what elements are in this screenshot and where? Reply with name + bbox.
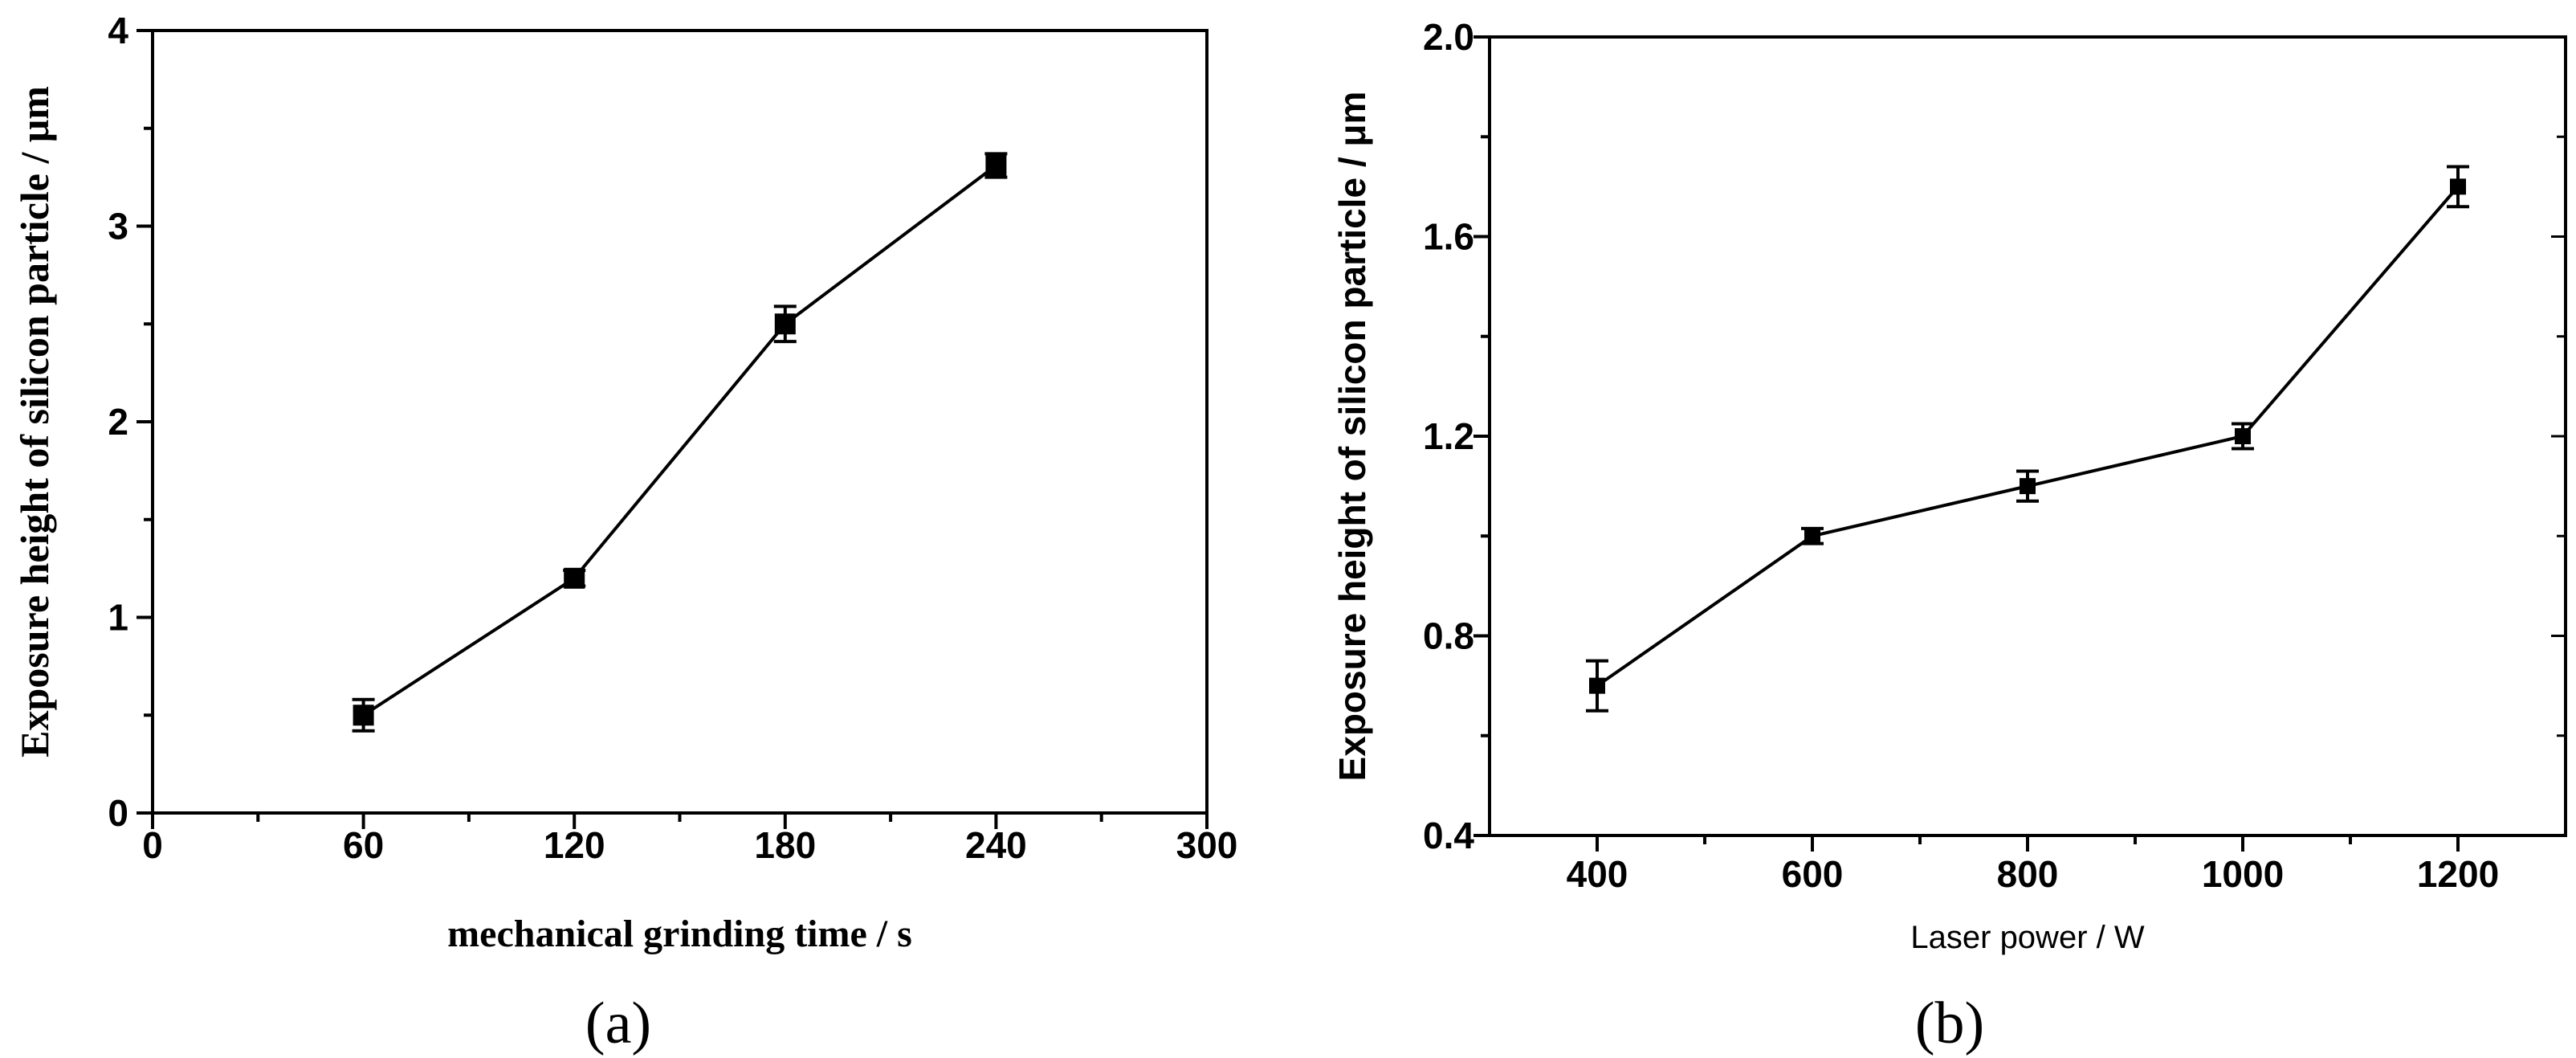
- data-point: [1804, 528, 1820, 545]
- panel-label: (b): [1915, 991, 1984, 1056]
- data-point: [1589, 677, 1605, 694]
- y-tick-label: 2: [108, 401, 128, 443]
- data-point: [985, 155, 1007, 177]
- series-line: [1596, 186, 2460, 688]
- y-tick-label: 1.6: [1423, 216, 1474, 258]
- y-tick-label: 0.8: [1423, 615, 1474, 657]
- y-tick-label: 3: [108, 206, 128, 247]
- y-tick-label: 1: [108, 597, 128, 639]
- x-tick-label: 300: [1176, 824, 1238, 866]
- chart-panel-a: 0 60 120 180 240 300 0 1 2 3 4 mechanical grinding …: [12, 10, 1237, 1056]
- x-tick-label: 1000: [2202, 853, 2284, 895]
- chart-panel-b: 400 600 800 1000 1200 0.4 0.8 1.2 1.6 2.0 Laser po…: [1331, 16, 2567, 1056]
- x-tick-label: 1200: [2417, 853, 2499, 895]
- y-tick-label: 0.4: [1423, 815, 1474, 856]
- x-tick-label: 180: [754, 824, 816, 866]
- y-tick-label: 0: [108, 792, 128, 834]
- data-point: [353, 705, 374, 726]
- plot-frame: [1488, 35, 2567, 837]
- data-point: [2450, 178, 2466, 195]
- data-point: [2020, 478, 2036, 495]
- y-axis-label: Exposure height of silicon particle / μm: [12, 86, 57, 758]
- data-point: [564, 567, 585, 589]
- x-tick-label: 600: [1782, 853, 1844, 895]
- plot-frame: [151, 29, 1209, 815]
- panel-label: (a): [585, 991, 651, 1056]
- x-tick-label: 120: [544, 824, 605, 866]
- y-tick-label: 2.0: [1423, 16, 1474, 58]
- data-point: [2235, 428, 2251, 444]
- series-line: [362, 164, 997, 717]
- x-tick-label: 60: [343, 824, 384, 866]
- x-tick-label: 240: [965, 824, 1027, 866]
- y-tick-label: 4: [108, 10, 128, 51]
- x-axis-label: mechanical grinding time / s: [447, 913, 912, 955]
- y-tick-label: 1.2: [1423, 415, 1474, 457]
- x-tick-label: 800: [1997, 853, 2059, 895]
- x-tick-label: 400: [1567, 853, 1628, 895]
- data-point: [774, 313, 796, 335]
- x-axis-label: Laser power / W: [1910, 920, 2144, 955]
- x-tick-label: 0: [142, 824, 163, 866]
- y-axis-label: Exposure height of silicon particle / μm: [1331, 92, 1373, 782]
